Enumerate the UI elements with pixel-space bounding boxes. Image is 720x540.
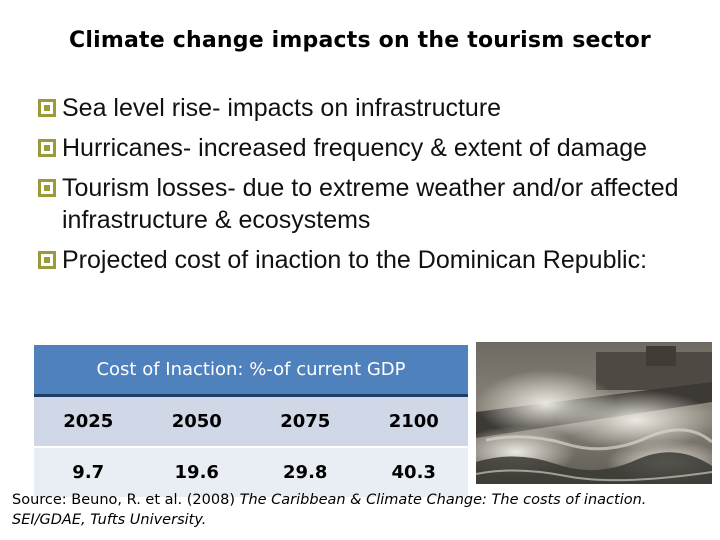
bullet-item: Sea level rise- impacts on infrastructur… [38,92,698,124]
source-citation: Source: Beuno, R. et al. (2008) The Cari… [12,490,712,530]
bullet-list: Sea level rise- impacts on infrastructur… [38,92,698,284]
value-cell: 19.6 [142,446,251,497]
bullet-item: Tourism losses- due to extreme weather a… [38,172,698,236]
square-bullet-icon [38,139,56,157]
table-header: Cost of Inaction: %-of current GDP [34,345,468,397]
year-cell: 2050 [142,394,251,447]
bullet-text: Sea level rise- impacts on infrastructur… [62,94,502,122]
bullet-text: Tourism losses- due to extreme weather a… [62,174,679,234]
year-cell: 2100 [359,394,468,447]
table-row-values: 9.7 19.6 29.8 40.3 [34,446,468,497]
value-cell: 40.3 [359,446,468,497]
source-lead: Source: Beuno, R. et al. (2008) [12,492,240,508]
value-cell: 29.8 [251,446,360,497]
stormy-waves-photo [476,342,712,484]
year-cell: 2025 [34,394,143,447]
source-title: The Caribbean & Climate Change: The cost… [12,492,647,528]
year-cell: 2075 [251,394,360,447]
bullet-text: Hurricanes- increased frequency & extent… [62,134,648,162]
square-bullet-icon [38,179,56,197]
slide-title: Climate change impacts on the tourism se… [69,28,651,53]
square-bullet-icon [38,99,56,117]
cost-of-inaction-table: Cost of Inaction: %-of current GDP 2025 … [34,345,468,497]
bullet-item: Hurricanes- increased frequency & extent… [38,132,698,164]
square-bullet-icon [38,251,56,269]
table-row-years: 2025 2050 2075 2100 [34,394,468,447]
bullet-text: Projected cost of inaction to the Domini… [62,246,648,274]
value-cell: 9.7 [34,446,143,497]
bullet-item: Projected cost of inaction to the Domini… [38,244,698,276]
